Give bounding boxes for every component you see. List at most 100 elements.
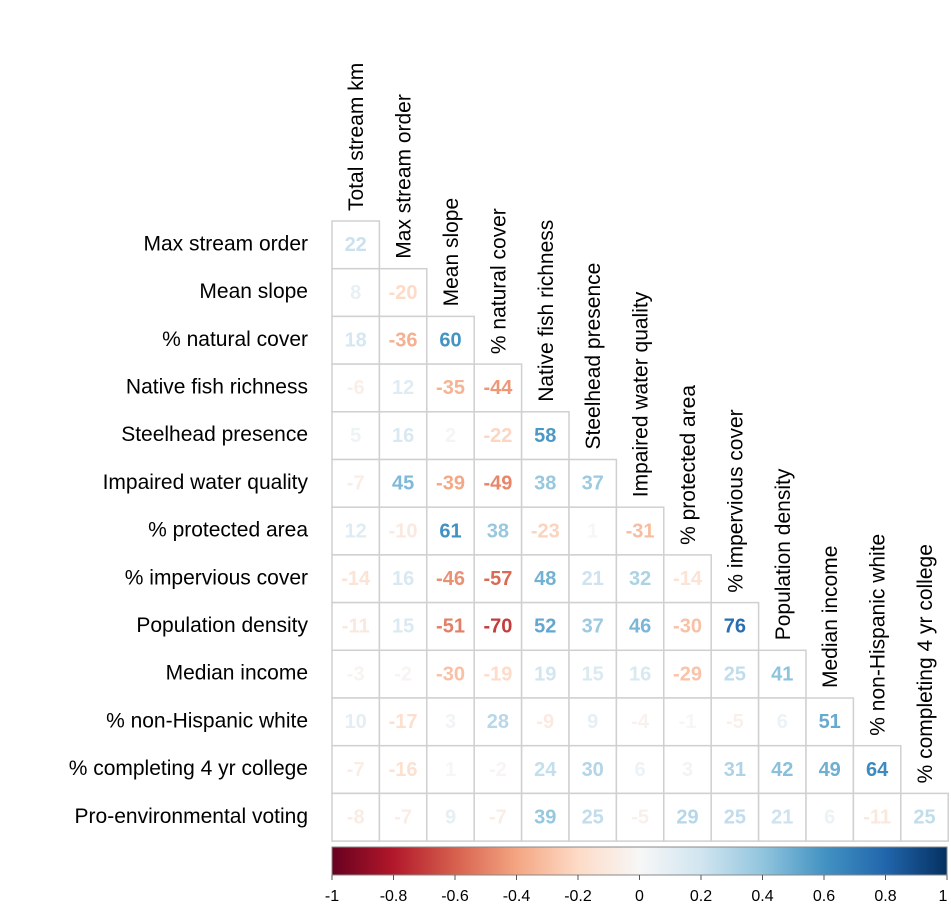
cell-label: -6 (347, 377, 365, 399)
cell-label: 37 (582, 473, 604, 495)
cell-label: -4 (631, 711, 650, 733)
cell-label: -30 (436, 663, 465, 685)
cell (757, 649, 807, 699)
cell-label: 25 (582, 807, 604, 829)
column-label: % natural cover (487, 208, 510, 354)
cell-label: 25 (724, 807, 746, 829)
cell (426, 744, 475, 795)
cell (426, 554, 475, 604)
cell-label: -44 (483, 377, 513, 399)
cell (331, 697, 381, 747)
cell (710, 649, 760, 699)
cell-label: 5 (350, 425, 361, 447)
cell (568, 458, 618, 508)
cell-label: -16 (389, 759, 418, 781)
cell-label: -20 (389, 282, 418, 304)
cell (568, 506, 618, 556)
cell-label: 46 (629, 616, 651, 638)
cell-label: 6 (824, 807, 835, 829)
cell-label: 15 (582, 663, 604, 685)
column-label: % non-Hispanic white (867, 534, 890, 736)
cell-label: 1 (445, 759, 456, 781)
cell (331, 220, 381, 270)
cell (710, 601, 760, 652)
row-label: Impaired water quality (103, 471, 309, 494)
cell (331, 649, 381, 699)
cell-label: 16 (392, 425, 414, 447)
column-label: Population density (772, 468, 795, 640)
row-label: Steelhead presence (121, 423, 308, 446)
cell (663, 744, 712, 795)
row-label: % non-Hispanic white (106, 709, 308, 732)
cell (805, 744, 855, 795)
cell (331, 601, 381, 652)
cell-label: -51 (436, 616, 465, 638)
cell-label: 2 (445, 425, 456, 447)
cell-label: -30 (673, 616, 702, 638)
cell-label: 30 (582, 759, 604, 781)
colorbar-tick-label: 0.2 (690, 888, 712, 905)
row-label: % protected area (148, 519, 308, 542)
cell-label: 15 (392, 616, 414, 638)
cell-label: -46 (436, 568, 465, 590)
cell (805, 792, 855, 842)
column-label: % completing 4 yr college (914, 544, 937, 783)
cell-label: 19 (534, 663, 556, 685)
cell-label: 16 (629, 663, 651, 685)
cell (378, 411, 428, 461)
cell (473, 792, 523, 842)
cell-label: -11 (342, 616, 370, 638)
cell-label: -7 (347, 759, 365, 781)
cell-label: 24 (534, 759, 557, 781)
column-label: Median income (819, 546, 842, 688)
cell (900, 792, 949, 842)
cell (378, 458, 428, 508)
cell-label: 51 (819, 711, 841, 733)
cell (615, 792, 665, 842)
cell (663, 649, 712, 699)
cell-label: -31 (626, 520, 655, 542)
colorbar-tick-label: -0.6 (441, 888, 469, 905)
cell-label: -35 (436, 377, 465, 399)
cell-label: 60 (439, 330, 461, 352)
row-label: Population density (136, 614, 308, 637)
cell-label: -14 (341, 568, 371, 590)
cell-label: -9 (536, 711, 554, 733)
colorbar-tick-label: -0.8 (380, 888, 408, 905)
cell (473, 411, 523, 461)
row-label: % impervious cover (125, 566, 308, 589)
cell (615, 744, 665, 795)
cell (426, 649, 475, 699)
cell-label: -2 (394, 663, 412, 685)
cell (331, 554, 381, 604)
cell (757, 792, 807, 842)
column-label: % impervious cover (724, 409, 747, 592)
cell-label: 8 (350, 282, 361, 304)
column-label: % protected area (677, 385, 700, 545)
colorbar-tick-label: -0.4 (503, 888, 531, 905)
cell (568, 649, 618, 699)
cell (473, 697, 523, 747)
colorbar-tick-label: 0.4 (751, 888, 773, 905)
cell (473, 458, 523, 508)
cell-label: 49 (819, 759, 841, 781)
cell-label: -7 (489, 807, 507, 829)
cell-label: 32 (629, 568, 651, 590)
colorbar-tick-label: 1 (939, 888, 948, 905)
cell (378, 744, 428, 795)
cell-label: -5 (631, 807, 649, 829)
cell-label: 61 (439, 520, 461, 542)
cell (663, 554, 712, 604)
cell-label: -29 (673, 663, 702, 685)
row-label: Median income (166, 662, 308, 685)
colorbar-tick-label: 0 (635, 888, 644, 905)
cell-label: 21 (771, 807, 793, 829)
cell-label: 12 (345, 520, 367, 542)
cell-label: 22 (345, 234, 367, 256)
colorbar-tick-label: 0.6 (813, 888, 835, 905)
cell-label: 3 (682, 759, 693, 781)
cell-label: 18 (345, 330, 367, 352)
cell-label: -23 (531, 520, 560, 542)
cell-label: -36 (389, 330, 418, 352)
cell-label: -49 (483, 473, 512, 495)
